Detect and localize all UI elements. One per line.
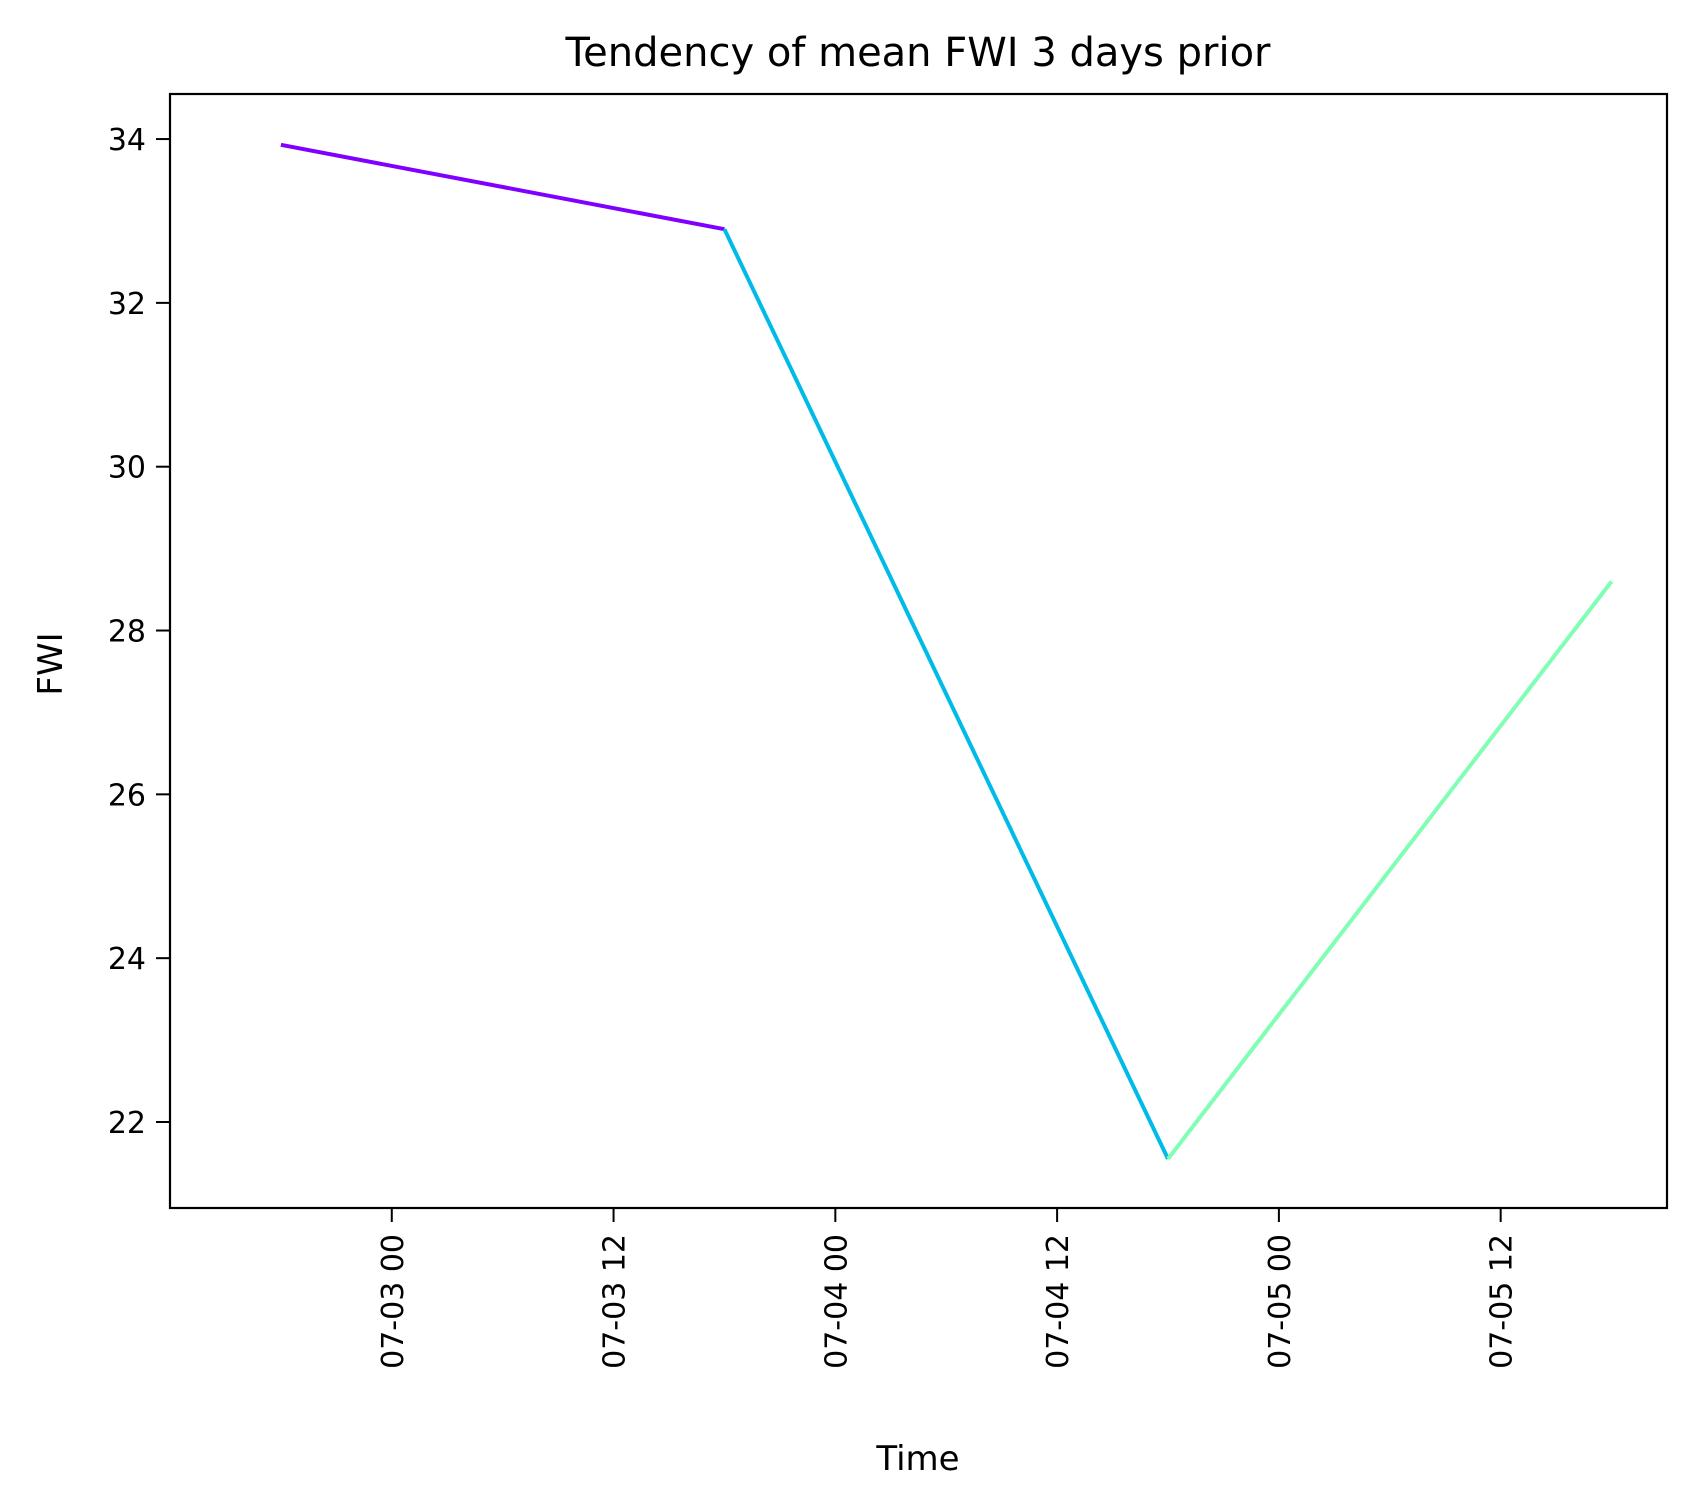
x-tick-label: 07-04 12 — [1041, 1234, 1076, 1369]
series-line-2 — [722, 228, 1170, 1160]
x-axis-label: Time — [875, 1439, 959, 1479]
x-tick-label: 07-05 00 — [1263, 1234, 1298, 1369]
y-tick-label: 26 — [108, 778, 146, 813]
y-tick-label: 28 — [108, 615, 146, 650]
y-axis-ticks: 22 24 26 28 30 32 34 — [108, 123, 170, 1141]
chart-title: Tendency of mean FWI 3 days prior — [565, 30, 1272, 76]
x-tick-label: 07-03 12 — [598, 1234, 633, 1369]
series-layer — [280, 142, 1614, 1161]
y-tick-label: 30 — [108, 451, 146, 486]
x-tick-label: 07-04 00 — [819, 1234, 854, 1369]
y-axis-label: FWI — [31, 632, 71, 695]
y-tick-label: 34 — [108, 123, 146, 158]
x-axis-ticks: 07-03 00 07-03 12 07-04 00 07-04 12 07-05 00… — [376, 1208, 1520, 1369]
y-tick-label: 32 — [108, 287, 146, 322]
series-line-3 — [1166, 580, 1614, 1161]
plot-frame — [168, 92, 1669, 1210]
y-tick-label: 22 — [108, 1106, 146, 1141]
x-tick-label: 07-03 00 — [376, 1234, 411, 1369]
y-tick-label: 24 — [108, 942, 146, 977]
x-tick-label: 07-05 12 — [1485, 1234, 1520, 1369]
series-line-1 — [280, 142, 725, 232]
